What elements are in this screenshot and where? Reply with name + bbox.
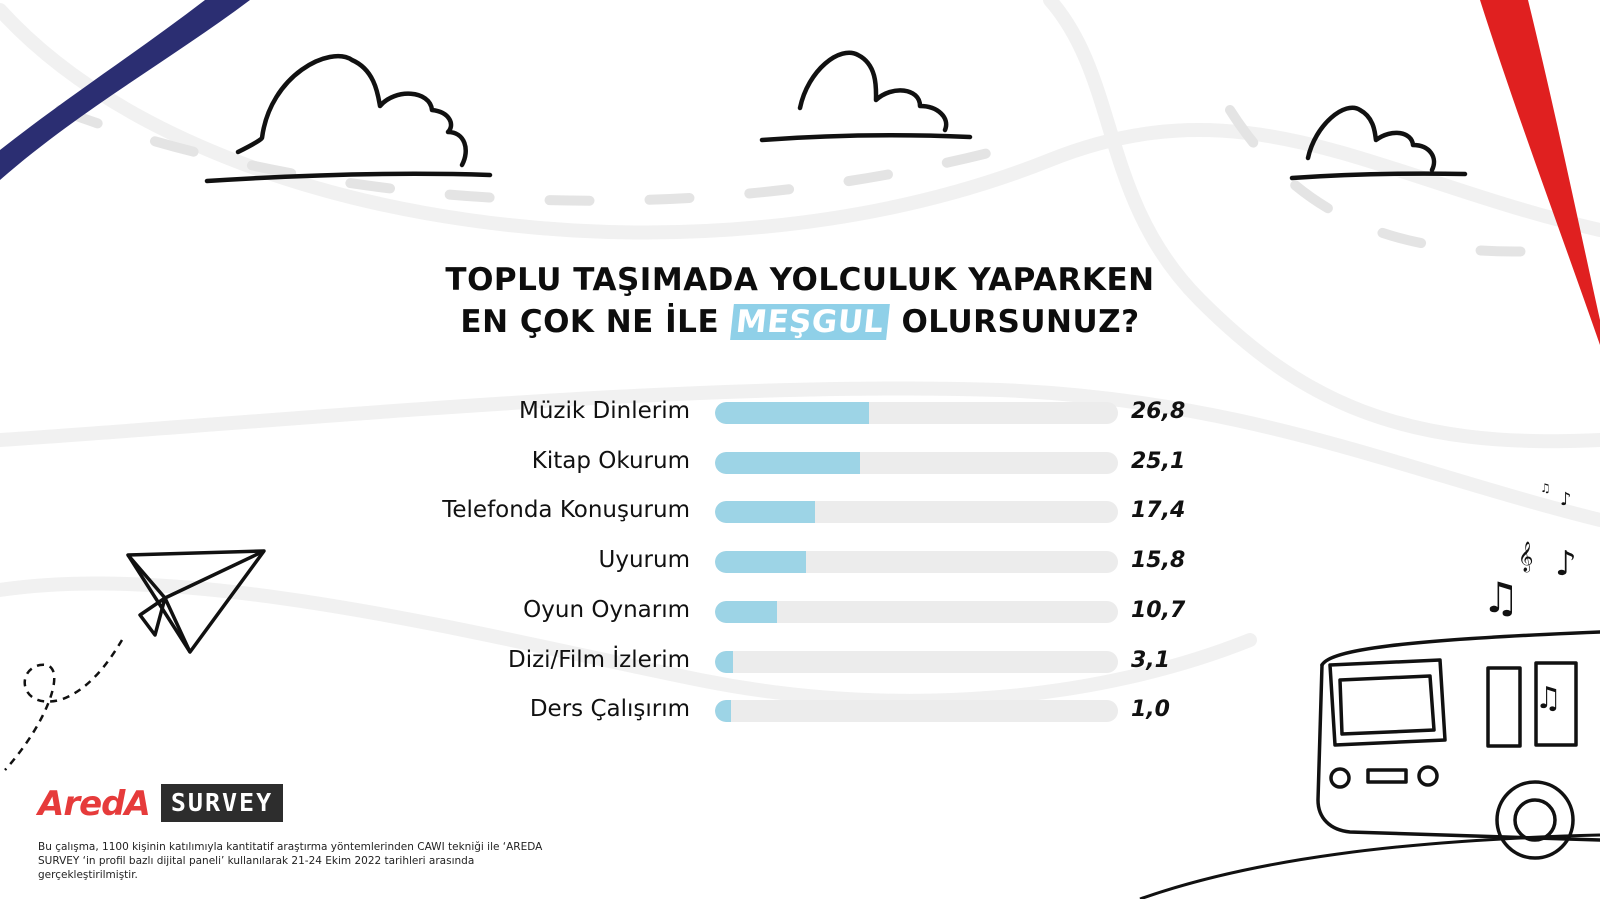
value-label: 26,8	[1131, 399, 1186, 424]
value-label: 1,0	[1131, 697, 1170, 723]
svg-text:♫: ♫	[1535, 681, 1562, 716]
bar-track	[715, 650, 1118, 673]
bar-track	[715, 451, 1118, 474]
value-label: 3,1	[1131, 647, 1170, 673]
value-label: 17,4	[1131, 498, 1186, 524]
red-ribbon-shape	[1480, 0, 1600, 345]
bar	[715, 501, 816, 524]
value-label: 15,8	[1131, 548, 1186, 574]
bar-track	[715, 402, 1118, 424]
bar	[715, 551, 806, 574]
svg-text:♪: ♪	[1555, 544, 1577, 584]
title-highlight: MEŞGUL	[730, 304, 891, 340]
bar	[715, 451, 860, 474]
category-label: Telefonda Konuşurum	[442, 497, 690, 524]
survey-logo: SURVEY	[161, 784, 283, 822]
title-prefix: EN ÇOK NE İLE	[460, 304, 720, 340]
bar	[715, 402, 870, 424]
category-label: Uyurum	[598, 547, 690, 574]
bar	[715, 650, 733, 673]
chart-title-line1: TOPLU TAŞIMADA YOLCULUK YAPARKEN	[445, 262, 1155, 298]
bar-track	[715, 551, 1118, 574]
bar-track	[715, 501, 1118, 524]
svg-text:♫: ♫	[1540, 481, 1551, 495]
value-label: 10,7	[1131, 597, 1186, 623]
svg-text:♫: ♫	[1482, 573, 1520, 622]
title-suffix: OLURSUNUZ?	[901, 304, 1140, 340]
svg-text:𝄞: 𝄞	[1518, 541, 1533, 573]
category-label: Ders Çalışırım	[529, 696, 690, 723]
category-label: Kitap Okurum	[531, 447, 690, 474]
bar	[715, 600, 777, 623]
chart-title-line2: EN ÇOK NE İLE MEŞGUL OLURSUNUZ?	[0, 304, 1600, 340]
footnote: Bu çalışma, 1100 kişinin katılımıyla kan…	[38, 841, 543, 881]
bar-track	[715, 600, 1118, 623]
areda-logo: AredA	[38, 784, 151, 824]
category-label: Müzik Dinlerim	[519, 398, 690, 424]
value-label: 25,1	[1131, 448, 1186, 474]
bar-track	[715, 700, 1118, 723]
category-label: Oyun Oynarım	[523, 596, 690, 623]
bar	[715, 700, 731, 723]
svg-text:♪: ♪	[1560, 489, 1572, 510]
blue-ribbon-shape	[0, 0, 250, 180]
category-label: Dizi/Film İzlerim	[507, 646, 690, 673]
